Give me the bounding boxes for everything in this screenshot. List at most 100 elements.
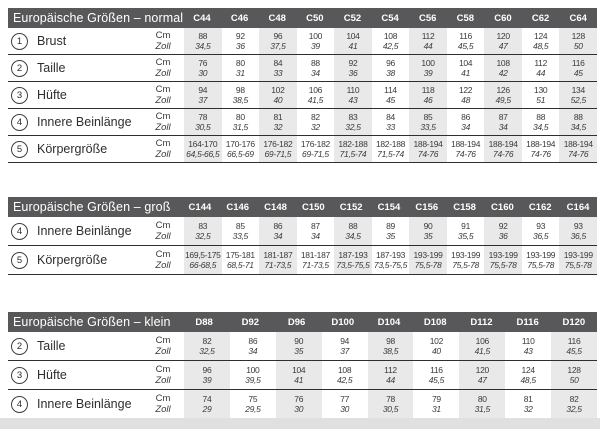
value-cell: 102 40 [413,332,459,360]
value-cell: 86 34 [230,332,276,360]
table-header-bar: Europäische Größen – groß C144 C146 C148 C15… [8,197,597,217]
cm-value: 104 [458,57,473,68]
value-cell: 76 30 [275,390,322,418]
column-header: D92 [241,316,260,328]
cm-value: 89 [386,220,395,231]
row-label: Brust [37,34,67,48]
footer-strip [0,418,600,429]
cm-value: 82 [202,335,212,346]
value-cell: 87 34 [484,109,522,135]
zoll-value: 43 [523,346,533,356]
cm-value: 98 [235,84,245,95]
column-header: C50 [306,12,324,24]
cm-value: 88 [310,57,320,68]
zoll-value: 32,5 [345,122,361,132]
value-cell: 88 34 [297,55,335,81]
zoll-value: 33,5 [420,122,436,132]
unit-cm-label: Cm [155,138,171,149]
zoll-value: 73,5-75,5 [373,260,408,270]
unit-zoll-label: Zoll [155,404,171,415]
table-row: 2 Taille Cm Zoll 76 30 80 31 84 33 88 34 92 36 96 38 100… [8,55,598,82]
zoll-value: 45,5 [566,346,582,356]
column-header: C64 [569,12,587,24]
cm-value: 92 [348,57,358,68]
value-cell: 124 48,5 [522,28,560,54]
value-cell: 108 42 [484,55,522,81]
zoll-value: 74-76 [417,149,439,159]
column-header: D116 [516,316,539,328]
zoll-value: 71-73,5 [302,260,329,270]
zoll-value: 35,5 [457,231,474,241]
unit-zoll-label: Zoll [155,41,171,52]
cm-value: 88 [573,111,583,122]
cm-value: 102 [429,335,444,346]
cm-value: 188-194 [563,138,593,149]
value-cell: 126 49,5 [484,82,522,108]
value-cell: 108 42,5 [372,28,410,54]
value-cell: 104 41 [275,361,322,389]
column-header: D108 [423,316,447,328]
value-cell: 93 36,5 [522,217,560,245]
cm-value: 83 [198,220,208,231]
cm-value: 114 [384,84,397,95]
value-cell: 78 30,5 [367,390,414,418]
zoll-value: 40 [273,95,283,105]
row-number-badge: 1 [11,32,28,50]
zoll-value: 73,5-75,5 [336,260,370,270]
cm-value: 75 [248,393,258,404]
zoll-value: 34 [498,122,508,132]
cm-value: 116 [430,364,443,375]
value-cell: 78 30,5 [184,109,222,135]
zoll-value: 33,5 [232,231,249,241]
zoll-value: 75,5-78 [564,260,592,270]
cm-value: 91 [461,220,471,231]
zoll-value: 31,5 [474,404,491,414]
cm-value: 128 [567,364,581,375]
zoll-value: 42 [498,68,508,78]
cm-value: 181-187 [263,249,293,260]
zoll-value: 51 [536,95,546,105]
unit-cm-label: Cm [155,57,171,68]
cm-value: 110 [521,335,535,346]
cm-value: 96 [386,57,395,68]
unit-zoll-label: Zoll [155,375,171,386]
value-cell: 116 45,5 [413,361,459,389]
zoll-value: 47 [477,375,487,385]
value-cell: 98 38,5 [222,82,260,108]
value-cell: 87 34 [297,217,335,245]
cm-value: 106 [308,84,323,95]
unit-labels: Cm Zoll [142,361,184,389]
column-header: C150 [301,201,325,213]
zoll-value: 42,5 [382,41,399,51]
row-label-cell: 5 Körpergröße [8,136,142,162]
cm-value: 170-176 [225,138,255,149]
value-cell: 106 41,5 [297,82,335,108]
zoll-value: 31 [235,68,245,78]
zoll-value: 66-68,5 [189,260,217,270]
size-table: Europäische Größen – groß C144 C146 C148 C15… [8,197,598,275]
unit-cm-label: Cm [155,393,171,404]
cm-value: 81 [523,393,533,404]
value-cell: 74 29 [184,390,230,418]
unit-cm-label: Cm [155,84,171,95]
zoll-value: 36 [498,231,508,241]
unit-zoll-label: Zoll [155,149,171,160]
value-cell: 134 52,5 [559,82,598,108]
value-cell: 88 34,5 [559,109,598,135]
column-header: C148 [264,201,287,213]
zoll-value: 34 [310,231,320,241]
value-cell: 118 46 [409,82,447,108]
value-cell: 86 34 [447,109,485,135]
zoll-value: 71,5-74 [377,149,404,159]
cm-value: 188-194 [451,138,481,149]
zoll-value: 36,5 [533,231,549,241]
row-label-cell: 5 Körpergröße [8,246,142,274]
zoll-value: 75,5-78 [489,260,517,270]
zoll-value: 30 [340,404,350,414]
zoll-value: 74-76 [455,149,476,159]
cm-value: 85 [423,111,433,122]
value-cell: 169,5-175 66-68,5 [184,246,222,274]
cm-value: 93 [536,220,546,231]
row-label: Hüfte [37,368,67,382]
value-cell: 83 32,5 [334,109,372,135]
